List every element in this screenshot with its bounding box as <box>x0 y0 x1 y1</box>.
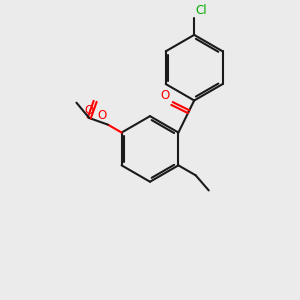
Text: O: O <box>85 103 94 117</box>
Text: O: O <box>97 110 106 122</box>
Text: O: O <box>160 89 170 102</box>
Text: Cl: Cl <box>196 4 207 16</box>
